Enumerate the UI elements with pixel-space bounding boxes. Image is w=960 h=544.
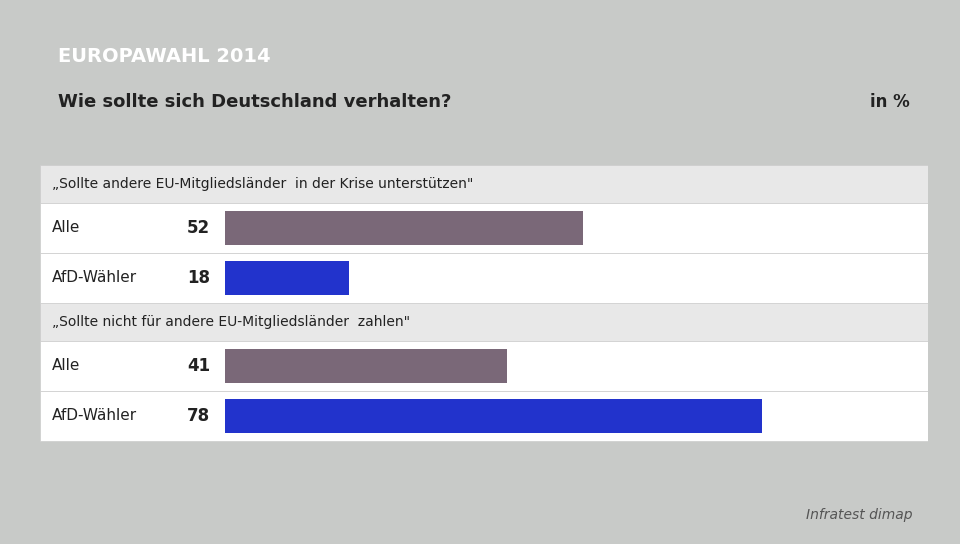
Text: in %: in %: [871, 93, 910, 111]
Bar: [40, 203, 928, 253]
Text: „Sollte andere EU-Mitgliedsländer  in der Krise unterstützen": „Sollte andere EU-Mitgliedsländer in der…: [52, 177, 473, 191]
Text: EUROPAWAHL 2014: EUROPAWAHL 2014: [58, 46, 271, 65]
Bar: [40, 253, 928, 303]
Text: AfD-Wähler: AfD-Wähler: [52, 270, 137, 286]
Bar: [40, 303, 928, 341]
Text: AfD-Wähler: AfD-Wähler: [52, 409, 137, 423]
Bar: [225, 261, 348, 295]
Text: 18: 18: [187, 269, 210, 287]
Bar: [225, 399, 761, 433]
Bar: [225, 349, 507, 383]
Text: Alle: Alle: [52, 358, 81, 374]
Text: Alle: Alle: [52, 220, 81, 236]
Text: 78: 78: [187, 407, 210, 425]
Text: Wie sollte sich Deutschland verhalten?: Wie sollte sich Deutschland verhalten?: [58, 93, 451, 111]
Bar: [40, 391, 928, 441]
Bar: [40, 341, 928, 391]
Text: 41: 41: [187, 357, 210, 375]
Text: Infratest dimap: Infratest dimap: [805, 508, 912, 522]
Text: „Sollte nicht für andere EU-Mitgliedsländer  zahlen": „Sollte nicht für andere EU-Mitgliedslän…: [52, 315, 410, 329]
Bar: [40, 165, 928, 203]
Text: 52: 52: [187, 219, 210, 237]
Bar: [225, 211, 583, 245]
